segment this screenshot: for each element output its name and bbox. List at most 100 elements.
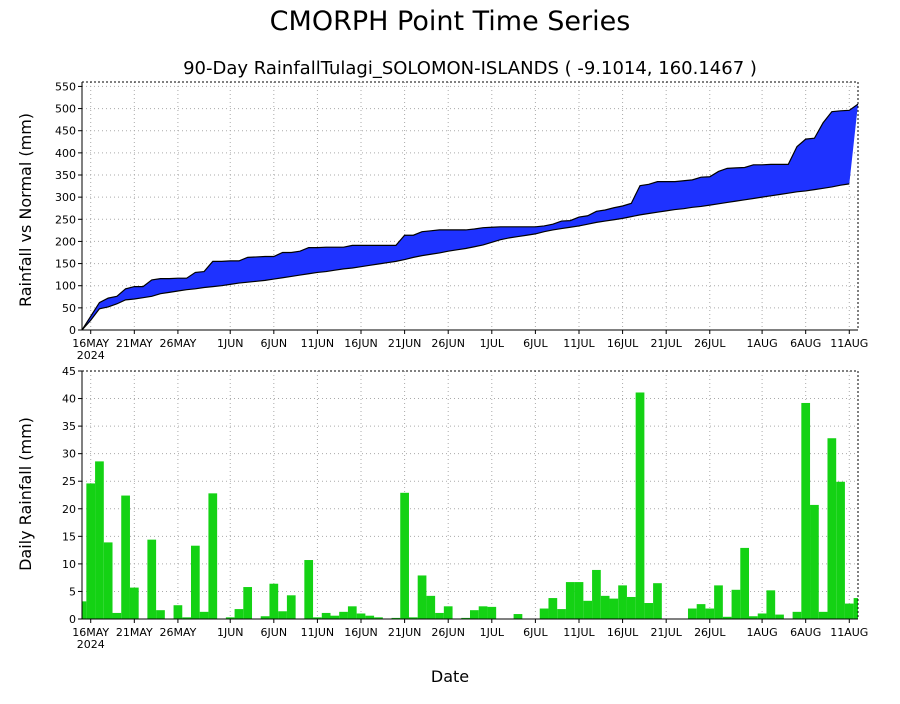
daily-rainfall-bar xyxy=(278,611,287,619)
daily-rainfall-bar xyxy=(775,614,784,619)
x-tick-label: 1JUL xyxy=(480,337,505,350)
rainfall-vs-normal-area xyxy=(82,104,858,330)
x-tick-label: 16MAY xyxy=(72,337,109,350)
y-tick-label: 150 xyxy=(55,258,76,271)
daily-rainfall-bar xyxy=(426,595,436,619)
x-tick-label: 26JUN xyxy=(431,337,465,350)
daily-rainfall-bar xyxy=(443,606,453,619)
top-panel-axes: 0 50 100 150 200 250 300 350 400 450 500 550 16MAY20… xyxy=(55,80,868,362)
x-tick-label: 1JUL xyxy=(480,626,505,639)
daily-rainfall-bar xyxy=(82,601,87,619)
y-tick-label: 400 xyxy=(55,147,76,160)
daily-rainfall-bar xyxy=(243,587,253,619)
daily-rainfall-bar xyxy=(487,606,497,619)
daily-rainfall-bar xyxy=(417,575,427,619)
y-tick-label: 300 xyxy=(55,191,76,204)
x-tick-label: 16JUN xyxy=(344,337,378,350)
y-tick-label: 500 xyxy=(55,103,76,116)
y-tick-label: 0 xyxy=(69,613,76,626)
observed-rainfall-line xyxy=(81,103,859,331)
daily-rainfall-bar xyxy=(339,611,348,619)
x-tick-label: 6JUL xyxy=(523,337,548,350)
y-tick-label: 45 xyxy=(62,365,76,378)
x-tick-label: 26MAY xyxy=(159,626,196,639)
bottom-panel-grid xyxy=(82,370,858,619)
y-tick-label: 25 xyxy=(62,475,76,488)
x-tick-label: 21JUL xyxy=(650,626,682,639)
x-tick-label: 16JUL xyxy=(607,337,639,350)
daily-rainfall-bar xyxy=(286,595,296,619)
y-tick-label: 550 xyxy=(55,80,76,93)
x-tick-label: 21MAY xyxy=(116,337,153,350)
x-tick-label: 26MAY xyxy=(159,337,196,350)
x-tick-label: 6JUN xyxy=(261,337,288,350)
daily-rainfall-bar xyxy=(199,611,209,619)
top-panel-grid xyxy=(82,82,858,330)
daily-rainfall-bar xyxy=(129,587,139,619)
x-tick-label: 11JUN xyxy=(301,337,335,350)
daily-rainfall-bar xyxy=(565,582,575,619)
daily-rainfall-bar xyxy=(853,598,858,619)
y-tick-label: 250 xyxy=(55,213,76,226)
x-tick-label: 21MAY xyxy=(116,626,153,639)
daily-rainfall-bar xyxy=(740,547,750,619)
daily-rainfall-bar xyxy=(260,616,270,619)
daily-rainfall-bar xyxy=(626,596,636,619)
x-tick-label: 21JUN xyxy=(388,626,422,639)
daily-rainfall-bar xyxy=(173,605,183,619)
daily-rainfall-bar xyxy=(208,493,218,619)
x-tick-label: 1AUG xyxy=(747,626,778,639)
x-tick-label: 11JUL xyxy=(563,626,595,639)
daily-rainfall-bar xyxy=(818,611,828,619)
x-tick-label: 16JUL xyxy=(607,626,639,639)
normal-rainfall-line xyxy=(81,183,850,331)
y-tick-label: 0 xyxy=(69,324,76,337)
daily-rainfall-bar xyxy=(722,616,732,619)
x-tick-label: 16MAY xyxy=(72,626,109,639)
daily-rainfall-bar xyxy=(731,589,741,619)
daily-rainfall-bar xyxy=(321,612,331,619)
y-tick-label: 35 xyxy=(62,420,76,433)
x-tick-label: 1JUN xyxy=(217,626,244,639)
daily-rainfall-bar xyxy=(86,483,96,619)
x-tick-label: 1JUN xyxy=(217,337,244,350)
daily-rainfall-bar xyxy=(234,609,244,619)
daily-rainfall-bar xyxy=(749,616,758,619)
daily-rainfall-bar xyxy=(609,598,619,619)
x-tick-label: 26JUL xyxy=(694,337,726,350)
daily-rainfall-bar xyxy=(574,582,584,619)
daily-rainfall-bar xyxy=(365,615,375,619)
daily-rainfall-bar xyxy=(95,461,104,619)
daily-rainfall-bar xyxy=(156,610,165,619)
x-tick-year-label: 2024 xyxy=(77,349,105,362)
x-tick-label: 16JUN xyxy=(344,626,378,639)
daily-rainfall-bar xyxy=(653,583,662,619)
daily-rainfall-bar xyxy=(400,492,409,619)
y-tick-label: 450 xyxy=(55,125,76,138)
daily-rainfall-bar xyxy=(313,617,322,619)
daily-rainfall-bar xyxy=(810,504,819,619)
x-tick-label: 11JUN xyxy=(301,626,335,639)
daily-rainfall-bar xyxy=(687,608,697,619)
daily-rainfall-bar xyxy=(827,438,837,619)
daily-rainfall-bar xyxy=(391,617,401,619)
daily-rainfall-bar xyxy=(801,402,811,619)
x-tick-label: 26JUL xyxy=(694,626,726,639)
y-tick-label: 350 xyxy=(55,169,76,182)
x-tick-label: 1AUG xyxy=(747,337,778,350)
y-tick-label: 50 xyxy=(62,302,76,315)
daily-rainfall-bar xyxy=(435,612,444,619)
daily-rainfall-bar xyxy=(766,590,776,619)
daily-rainfall-bar xyxy=(836,481,845,619)
x-axis-label: Date xyxy=(431,667,469,686)
daily-rainfall-bar xyxy=(583,600,593,619)
daily-rainfall-bar xyxy=(557,609,566,619)
daily-rainfall-bar xyxy=(356,613,366,619)
x-tick-label: 6AUG xyxy=(790,337,821,350)
x-tick-year-label: 2024 xyxy=(77,638,105,651)
y-tick-label: 40 xyxy=(62,393,76,406)
chart-title: CMORPH Point Time Series xyxy=(270,6,631,37)
